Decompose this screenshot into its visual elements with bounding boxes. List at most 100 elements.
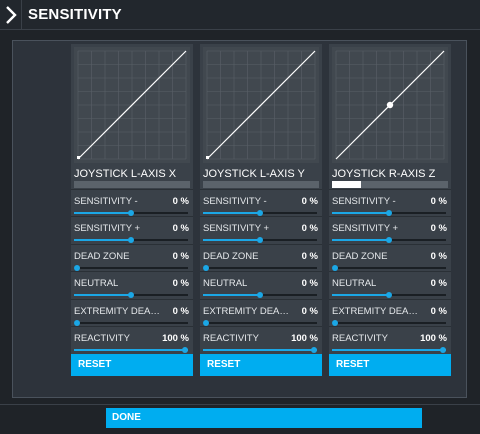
chevron-right-icon (5, 6, 17, 24)
param-slider[interactable] (203, 265, 317, 271)
slider-fill (74, 239, 131, 241)
param-slider[interactable] (332, 237, 446, 243)
reset-button[interactable]: RESET (71, 354, 193, 376)
param-label: SENSITIVITY + (332, 223, 399, 234)
axis-name: JOYSTICK R-AXIS Z (332, 168, 436, 180)
curve-position-marker (386, 101, 394, 109)
param-row: SENSITIVITY + 0 % (71, 216, 193, 243)
curve-position-marker (77, 156, 80, 159)
param-slider[interactable] (332, 292, 446, 298)
slider-knob[interactable] (257, 292, 263, 298)
slider-track (74, 322, 188, 324)
param-value: 0 % (172, 278, 189, 289)
response-curve-line (206, 50, 316, 160)
response-curve-chart (335, 50, 445, 160)
slider-knob[interactable] (257, 237, 263, 243)
done-button[interactable]: DONE (106, 408, 422, 428)
param-value: 0 % (172, 196, 189, 207)
slider-knob[interactable] (203, 265, 209, 271)
slider-fill (332, 294, 389, 296)
param-value: 0 % (430, 278, 447, 289)
slider-knob[interactable] (128, 237, 134, 243)
slider-knob[interactable] (386, 292, 392, 298)
param-value: 0 % (430, 251, 447, 262)
slider-fill (74, 349, 188, 351)
slider-knob[interactable] (74, 265, 80, 271)
slider-track (203, 267, 317, 269)
slider-fill (203, 349, 317, 351)
param-slider[interactable] (74, 237, 188, 243)
param-row: SENSITIVITY + 0 % (329, 216, 451, 243)
slider-knob[interactable] (257, 210, 263, 216)
param-slider[interactable] (74, 265, 188, 271)
slider-knob[interactable] (386, 210, 392, 216)
reset-button[interactable]: RESET (200, 354, 322, 376)
response-curve-line (77, 50, 187, 160)
reset-button[interactable]: RESET (329, 354, 451, 376)
slider-knob[interactable] (311, 347, 317, 353)
param-row: DEAD ZONE 0 % (71, 244, 193, 271)
slider-fill (74, 294, 131, 296)
header-bar: SENSITIVITY (0, 0, 480, 30)
response-curve-graph (332, 47, 448, 163)
param-row: SENSITIVITY - 0 % (71, 189, 193, 216)
param-label: REACTIVITY (74, 333, 130, 344)
slider-fill (203, 239, 260, 241)
param-row: EXTREMITY DEAD ZONE 0 % (71, 299, 193, 326)
slider-knob[interactable] (440, 347, 446, 353)
slider-knob[interactable] (128, 210, 134, 216)
param-label: NEUTRAL (74, 278, 119, 289)
axis-name: JOYSTICK L-AXIS X (74, 168, 177, 180)
param-row: DEAD ZONE 0 % (200, 244, 322, 271)
slider-knob[interactable] (203, 320, 209, 326)
param-value: 100 % (420, 333, 447, 344)
param-label: SENSITIVITY + (203, 223, 270, 234)
slider-knob[interactable] (386, 237, 392, 243)
param-row: NEUTRAL 0 % (200, 271, 322, 298)
slider-track (332, 267, 446, 269)
param-row: DEAD ZONE 0 % (329, 244, 451, 271)
param-row: SENSITIVITY - 0 % (329, 189, 451, 216)
param-value: 0 % (430, 306, 447, 317)
param-slider[interactable] (74, 292, 188, 298)
footer-divider (0, 404, 480, 405)
slider-knob[interactable] (182, 347, 188, 353)
slider-fill (74, 212, 131, 214)
slider-fill (203, 294, 260, 296)
back-button[interactable] (0, 0, 22, 30)
slider-knob[interactable] (332, 320, 338, 326)
param-row: NEUTRAL 0 % (71, 271, 193, 298)
param-slider[interactable] (332, 320, 446, 326)
input-level-bar (74, 181, 190, 188)
param-value: 0 % (430, 223, 447, 234)
param-value: 100 % (162, 333, 189, 344)
axis-name: JOYSTICK L-AXIS Y (203, 168, 305, 180)
input-level-bar (203, 181, 319, 188)
param-slider[interactable] (74, 347, 188, 353)
slider-knob[interactable] (332, 265, 338, 271)
param-slider[interactable] (74, 210, 188, 216)
slider-track (332, 322, 446, 324)
param-row: REACTIVITY 100 % (200, 326, 322, 353)
slider-fill (332, 212, 389, 214)
slider-fill (332, 239, 389, 241)
param-slider[interactable] (74, 320, 188, 326)
param-row: EXTREMITY DEAD ZONE 0 % (329, 299, 451, 326)
param-label: DEAD ZONE (74, 251, 130, 262)
param-slider[interactable] (203, 292, 317, 298)
param-slider[interactable] (203, 210, 317, 216)
param-slider[interactable] (332, 347, 446, 353)
param-slider[interactable] (203, 237, 317, 243)
input-level-fill (332, 181, 361, 188)
param-row: REACTIVITY 100 % (71, 326, 193, 353)
param-value: 0 % (172, 223, 189, 234)
slider-knob[interactable] (128, 292, 134, 298)
param-slider[interactable] (332, 265, 446, 271)
param-slider[interactable] (203, 347, 317, 353)
slider-knob[interactable] (74, 320, 80, 326)
axis-panel: JOYSTICK L-AXIS Y SENSITIVITY -0 % SENSITI… (200, 44, 322, 376)
param-slider[interactable] (203, 320, 317, 326)
param-value: 0 % (301, 196, 318, 207)
param-slider[interactable] (332, 210, 446, 216)
param-value: 0 % (301, 223, 318, 234)
